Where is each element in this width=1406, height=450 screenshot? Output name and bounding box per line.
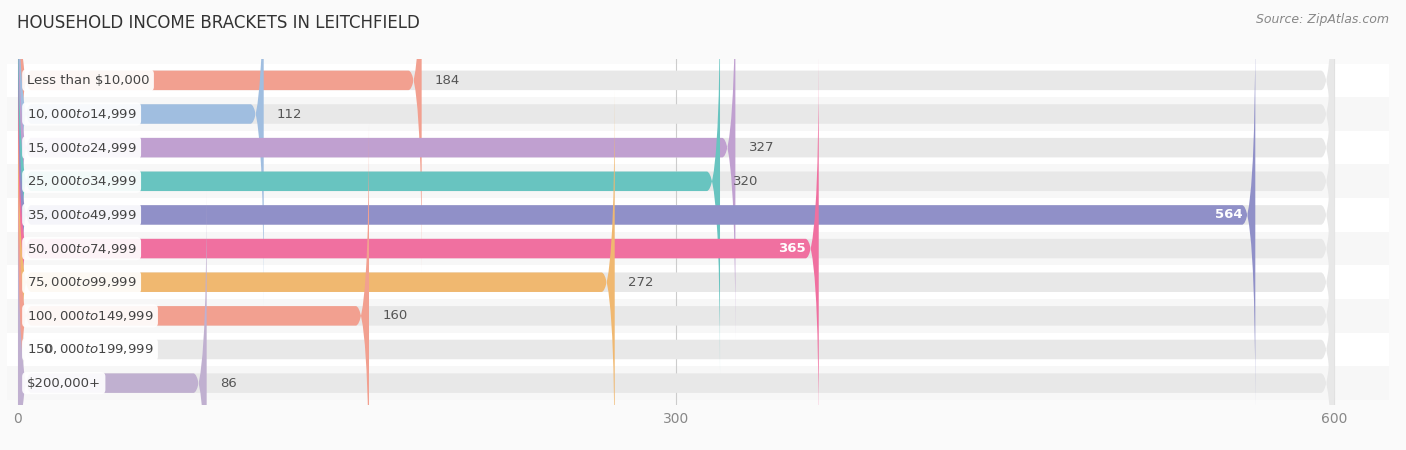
Text: HOUSEHOLD INCOME BRACKETS IN LEITCHFIELD: HOUSEHOLD INCOME BRACKETS IN LEITCHFIELD	[17, 14, 420, 32]
FancyBboxPatch shape	[18, 0, 1334, 272]
FancyBboxPatch shape	[18, 0, 1334, 306]
FancyBboxPatch shape	[18, 0, 1334, 374]
Text: Source: ZipAtlas.com: Source: ZipAtlas.com	[1256, 14, 1389, 27]
Text: 160: 160	[382, 309, 408, 322]
Text: 184: 184	[434, 74, 460, 87]
Text: 0: 0	[45, 343, 52, 356]
FancyBboxPatch shape	[18, 0, 1334, 340]
Text: $150,000 to $199,999: $150,000 to $199,999	[27, 342, 153, 356]
Text: $10,000 to $14,999: $10,000 to $14,999	[27, 107, 136, 121]
FancyBboxPatch shape	[7, 131, 1406, 164]
Text: 365: 365	[778, 242, 806, 255]
Text: $50,000 to $74,999: $50,000 to $74,999	[27, 242, 136, 256]
FancyBboxPatch shape	[7, 366, 1406, 400]
FancyBboxPatch shape	[7, 232, 1406, 266]
Text: $200,000+: $200,000+	[27, 377, 101, 390]
Text: 112: 112	[277, 108, 302, 121]
FancyBboxPatch shape	[18, 90, 1334, 450]
FancyBboxPatch shape	[7, 333, 1406, 366]
Text: $100,000 to $149,999: $100,000 to $149,999	[27, 309, 153, 323]
FancyBboxPatch shape	[18, 191, 1334, 450]
Text: 564: 564	[1215, 208, 1241, 221]
FancyBboxPatch shape	[18, 0, 264, 306]
Text: Less than $10,000: Less than $10,000	[27, 74, 149, 87]
FancyBboxPatch shape	[18, 23, 1256, 407]
FancyBboxPatch shape	[18, 191, 207, 450]
FancyBboxPatch shape	[18, 0, 422, 272]
FancyBboxPatch shape	[18, 90, 614, 450]
FancyBboxPatch shape	[18, 0, 735, 340]
FancyBboxPatch shape	[18, 158, 1334, 450]
FancyBboxPatch shape	[7, 164, 1406, 198]
Text: 86: 86	[219, 377, 236, 390]
FancyBboxPatch shape	[7, 299, 1406, 333]
Text: $15,000 to $24,999: $15,000 to $24,999	[27, 141, 136, 155]
FancyBboxPatch shape	[18, 23, 1334, 407]
FancyBboxPatch shape	[18, 0, 720, 374]
Text: 320: 320	[733, 175, 759, 188]
FancyBboxPatch shape	[7, 198, 1406, 232]
FancyBboxPatch shape	[7, 63, 1406, 97]
FancyBboxPatch shape	[7, 97, 1406, 131]
Text: $75,000 to $99,999: $75,000 to $99,999	[27, 275, 136, 289]
FancyBboxPatch shape	[18, 57, 818, 441]
FancyBboxPatch shape	[18, 124, 368, 450]
Text: 272: 272	[628, 276, 654, 289]
FancyBboxPatch shape	[7, 266, 1406, 299]
FancyBboxPatch shape	[18, 124, 1334, 450]
FancyBboxPatch shape	[18, 57, 1334, 441]
Text: 327: 327	[748, 141, 775, 154]
Text: $35,000 to $49,999: $35,000 to $49,999	[27, 208, 136, 222]
Text: $25,000 to $34,999: $25,000 to $34,999	[27, 174, 136, 188]
